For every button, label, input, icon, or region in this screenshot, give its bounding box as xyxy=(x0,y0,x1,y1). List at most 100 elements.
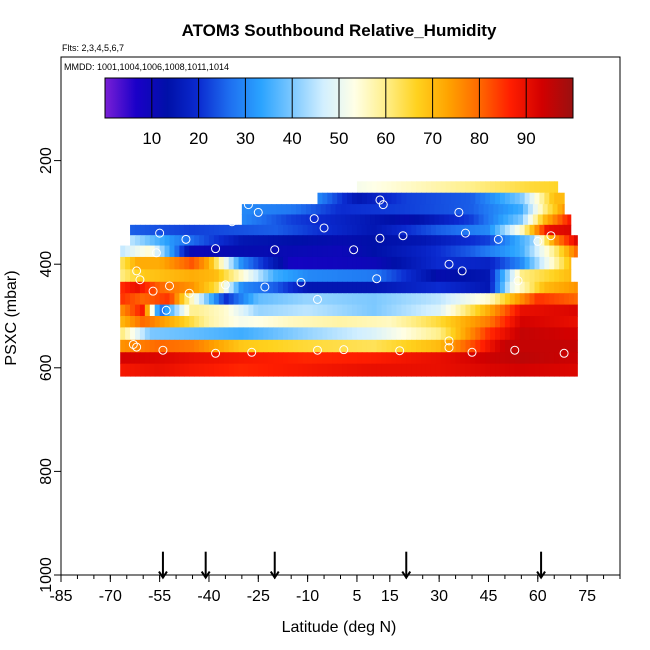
observation-point xyxy=(375,233,385,243)
heatmap-cell xyxy=(567,214,572,226)
heatmap-cell xyxy=(440,316,447,328)
heatmap-cell xyxy=(243,235,250,247)
heatmap-cell xyxy=(301,204,307,215)
heatmap-cell xyxy=(549,224,555,236)
heatmap-cell xyxy=(529,245,536,258)
heatmap-cell xyxy=(312,363,319,377)
heatmap-cell xyxy=(534,181,541,194)
heatmap-cell xyxy=(549,363,555,377)
heatmap-cell xyxy=(208,235,215,247)
heatmap-cell xyxy=(134,339,141,353)
heatmap-cell xyxy=(411,269,417,283)
heatmap-cell xyxy=(174,235,180,247)
heatmap-cell xyxy=(396,316,402,328)
heatmap-cell xyxy=(268,224,274,236)
observation-point xyxy=(296,277,306,287)
heatmap-cell xyxy=(435,327,442,341)
heatmap-cell xyxy=(204,269,210,283)
heatmap-cell xyxy=(475,256,481,270)
heatmap-cell xyxy=(204,293,210,306)
heatmap-layer xyxy=(120,281,578,294)
observation-point xyxy=(510,345,520,355)
heatmap-cell xyxy=(514,304,521,317)
heatmap-cell xyxy=(379,204,386,215)
heatmap-cell xyxy=(499,293,506,306)
heatmap-cell xyxy=(327,224,333,236)
heatmap-cell xyxy=(174,269,180,283)
heatmap-cell xyxy=(450,192,457,205)
heatmap-cell xyxy=(475,293,481,306)
heatmap-cell xyxy=(404,204,411,215)
heatmap-cell xyxy=(213,269,220,283)
heatmap-cell xyxy=(490,352,496,365)
heatmap-cell xyxy=(253,304,259,317)
heatmap-cell xyxy=(120,316,126,328)
heatmap-cell xyxy=(460,192,467,205)
heatmap-cell xyxy=(371,293,378,306)
heatmap-cell xyxy=(258,327,264,341)
heatmap-cell xyxy=(273,245,279,258)
heatmap-cell xyxy=(391,235,397,247)
heatmap-cell xyxy=(435,352,442,365)
heatmap-cell xyxy=(164,269,171,283)
heatmap-cell xyxy=(396,281,402,294)
heatmap-cell xyxy=(416,181,422,194)
heatmap-cell xyxy=(159,256,166,270)
heatmap-cell xyxy=(391,352,397,365)
heatmap-cell xyxy=(475,235,481,247)
heatmap-cell xyxy=(228,224,235,236)
heatmap-cell xyxy=(302,224,309,236)
heatmap-cell xyxy=(504,316,511,328)
heatmap-layer xyxy=(120,269,572,283)
heatmap-cell xyxy=(554,192,560,205)
heatmap-layer xyxy=(356,181,559,194)
profile-arrow xyxy=(401,551,412,580)
heatmap-cell xyxy=(194,235,200,247)
heatmap-cell xyxy=(419,214,425,226)
heatmap-cell xyxy=(273,256,279,270)
heatmap-cell xyxy=(154,316,161,328)
heatmap-cell xyxy=(450,269,457,283)
heatmap-cell xyxy=(342,327,348,341)
heatmap-cell xyxy=(495,269,501,283)
heatmap-cell xyxy=(218,352,225,365)
heatmap-cell xyxy=(376,245,383,258)
heatmap-cell xyxy=(421,327,427,341)
heatmap-cell xyxy=(322,304,328,317)
heatmap-cell xyxy=(554,181,559,194)
heatmap-cell xyxy=(139,224,146,236)
heatmap-cell xyxy=(424,204,430,215)
heatmap-cell xyxy=(169,224,176,236)
profile-arrow xyxy=(200,551,211,580)
heatmap-cell xyxy=(411,281,417,294)
heatmap-cell xyxy=(248,363,254,377)
heatmap-cell xyxy=(485,256,491,270)
heatmap-cell xyxy=(228,256,235,270)
heatmap-cell xyxy=(549,256,555,270)
heatmap-cell xyxy=(416,256,422,270)
heatmap-cell xyxy=(233,339,240,353)
heatmap-cell xyxy=(440,281,447,294)
heatmap-cell xyxy=(213,363,220,377)
heatmap-cell xyxy=(184,235,190,247)
heatmap-cell xyxy=(425,363,432,377)
heatmap-cell xyxy=(164,304,171,317)
heatmap-cell xyxy=(529,339,536,353)
heatmap-cell xyxy=(335,214,342,226)
heatmap-cell xyxy=(478,214,485,226)
heatmap-cell xyxy=(149,339,156,353)
heatmap-cell xyxy=(282,256,289,270)
heatmap-cell xyxy=(483,204,490,215)
colorbar-ticks: 10 20 30 40 50 60 70 80 90 xyxy=(142,78,536,148)
heatmap-cell xyxy=(243,293,250,306)
heatmap-cell xyxy=(356,245,363,258)
heatmap-cell xyxy=(297,363,304,377)
heatmap-cell xyxy=(396,363,402,377)
heatmap-cell xyxy=(542,204,549,215)
heatmap-cell xyxy=(268,235,274,247)
heatmap-cell xyxy=(509,245,516,258)
heatmap-cell xyxy=(347,327,353,341)
heatmap-cell xyxy=(421,224,427,236)
heatmap-cell xyxy=(434,214,440,226)
heatmap-cell xyxy=(401,352,407,365)
